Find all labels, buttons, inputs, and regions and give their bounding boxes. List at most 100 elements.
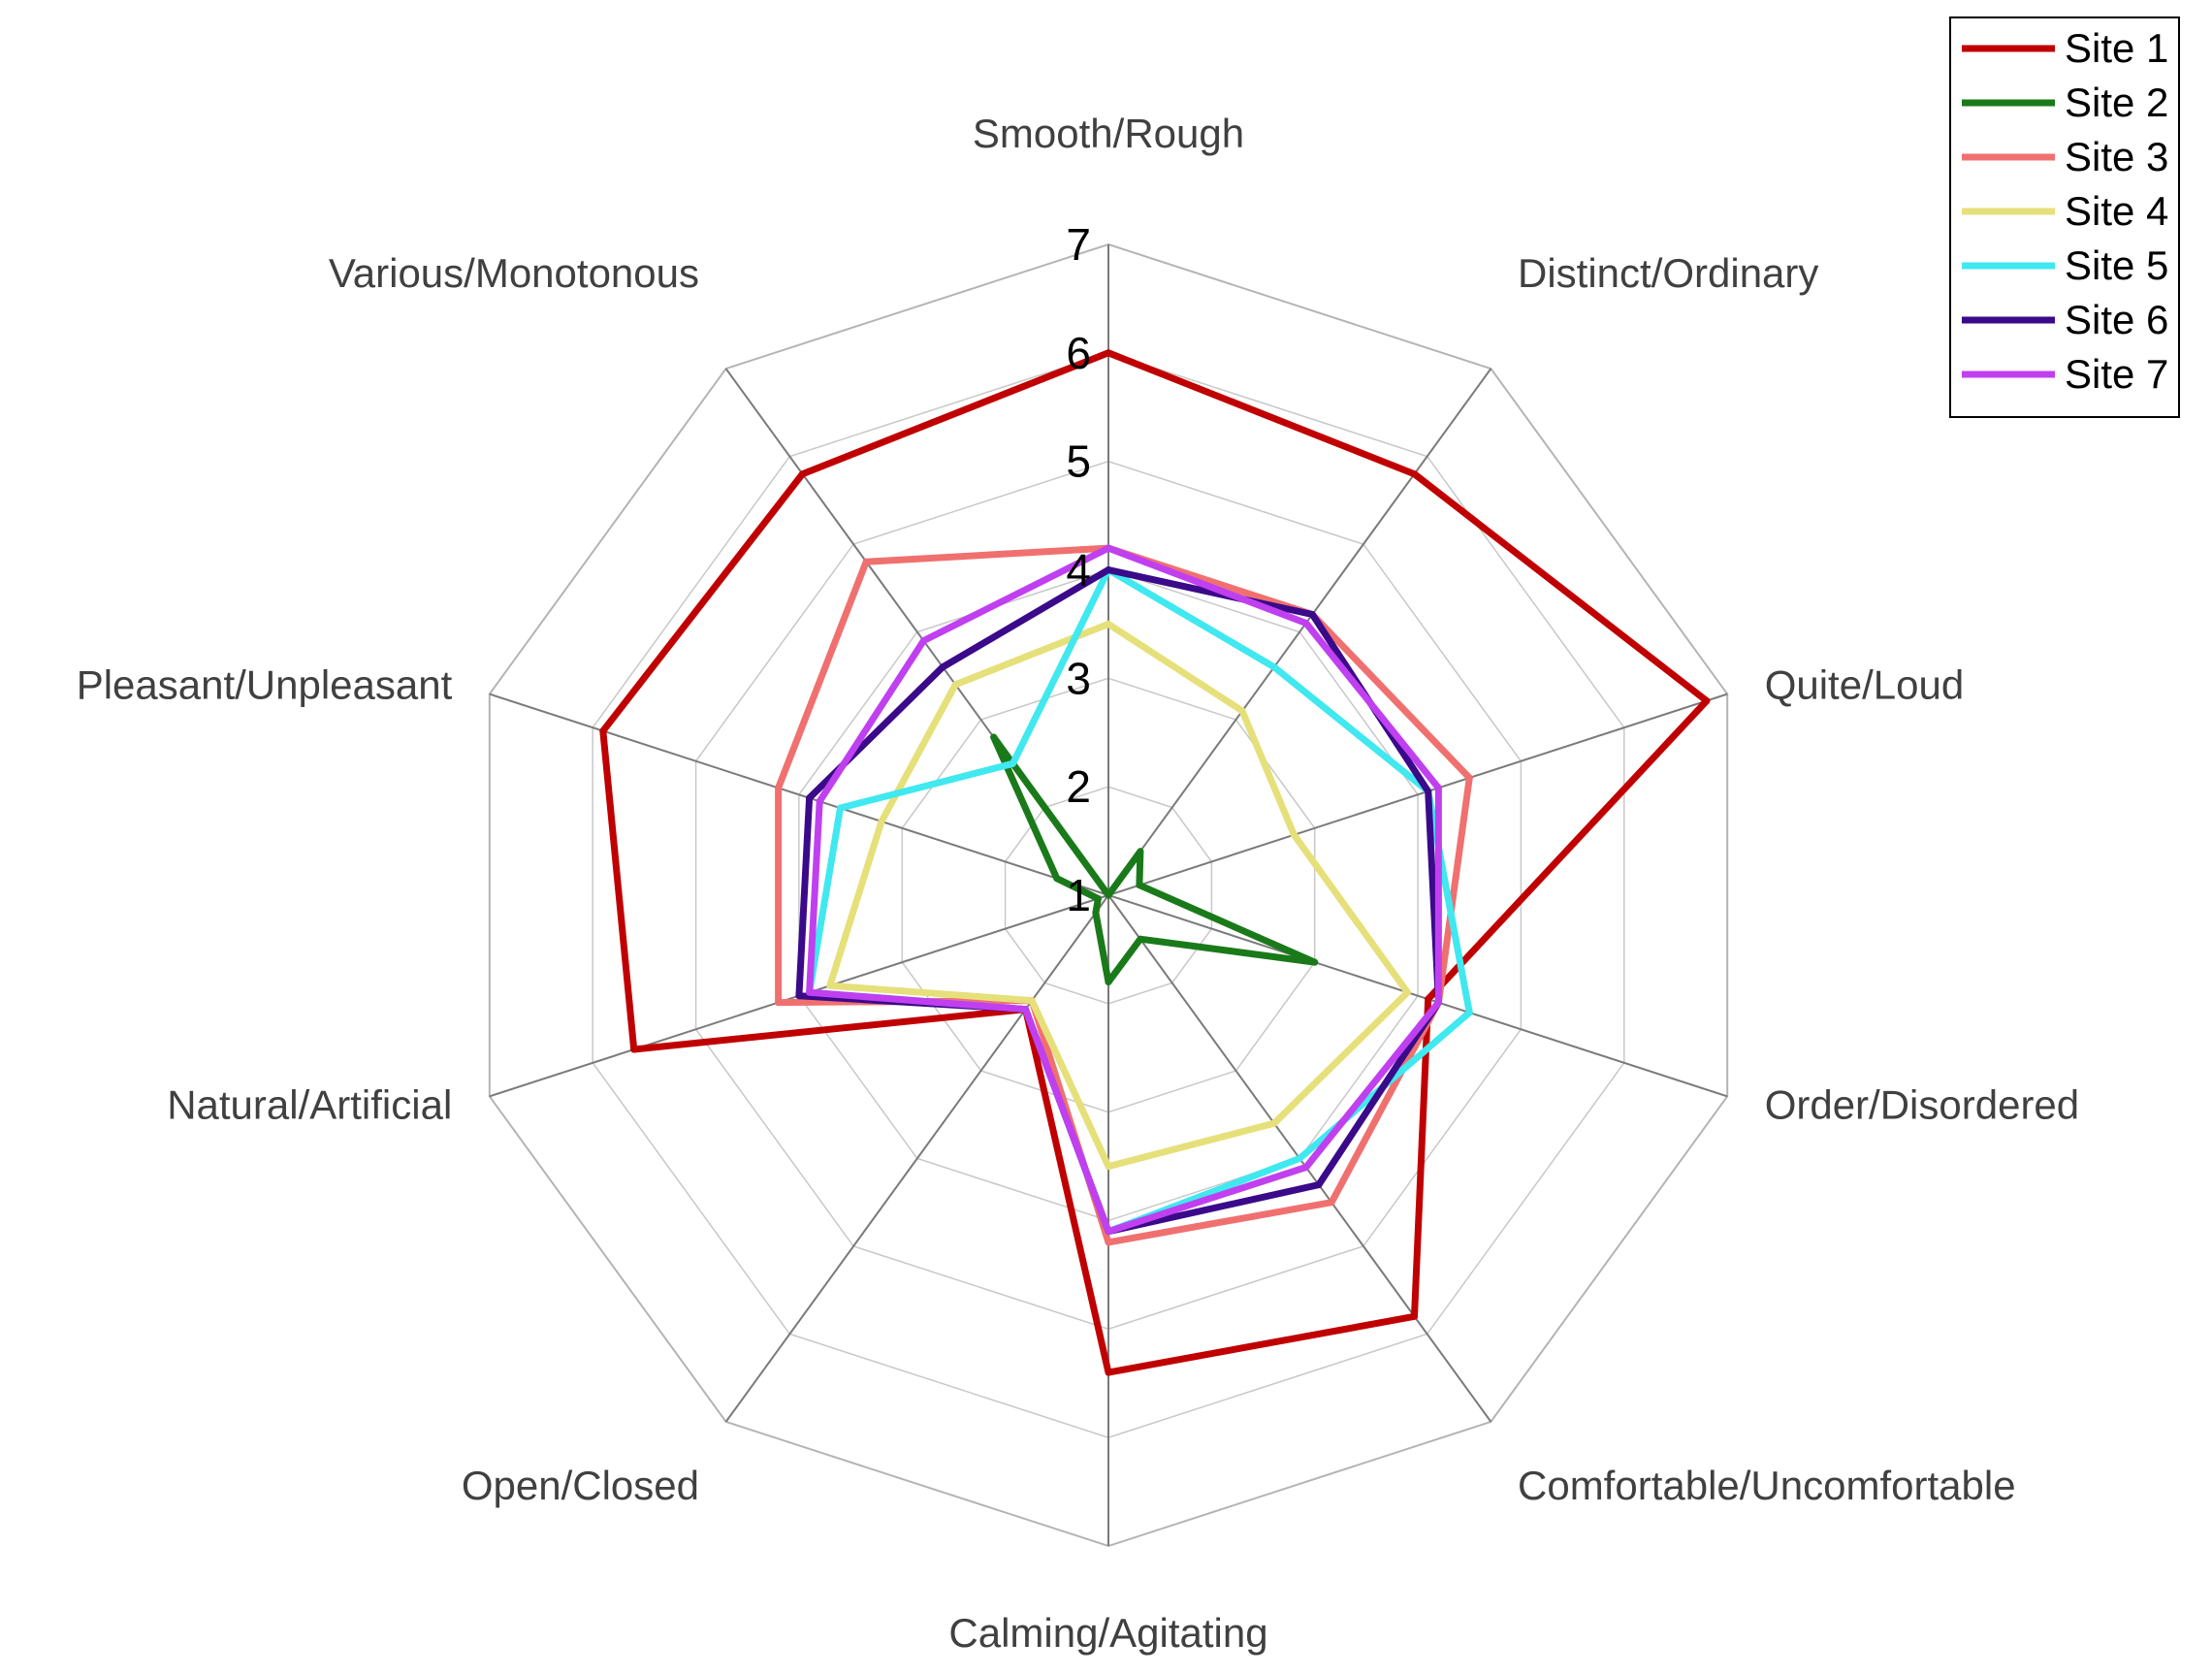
data-point [1053,875,1061,883]
data-point [1270,663,1278,671]
legend-label: Site 4 [2065,188,2168,234]
data-point [1022,1006,1029,1014]
tick-label: 7 [1066,219,1091,270]
data-point [806,988,814,996]
data-point [1137,935,1144,943]
data-point [1094,895,1102,902]
axis-label: Quite/Loud [1765,661,1965,707]
data-point [1296,1154,1303,1162]
data-point [816,797,823,805]
axis-label: Pleasant/Unpleasant [77,661,453,707]
legend-item: Site 6 [1962,297,2168,342]
legend-label: Site 5 [2065,242,2168,288]
series-1 [599,349,1711,1376]
axis-label: Smooth/Rough [973,111,1244,156]
tick-label: 5 [1066,436,1091,487]
data-point [951,681,959,689]
spoke-4 [1107,894,1728,1098]
data-point [1105,979,1112,985]
data-point [775,999,783,1007]
series-line [775,544,1473,1246]
spoke-9 [489,693,1109,896]
legend-item: Site 2 [1962,80,2168,125]
axis-label: Comfortable/Uncomfortable [1518,1463,2016,1508]
tick-label: 2 [1066,761,1091,812]
data-point [1105,1163,1112,1171]
legend-item: Site 7 [1962,351,2168,397]
data-point [1105,1228,1112,1236]
axis-label: Distinct/Ordinary [1518,250,1818,296]
data-point [1105,1369,1112,1376]
data-point [1137,848,1144,855]
tick-label: 3 [1066,653,1091,703]
data-point [939,663,946,671]
data-point [1105,566,1112,573]
legend-item: Site 4 [1962,188,2168,234]
legend-label: Site 2 [2065,80,2168,125]
data-point [1136,882,1143,889]
data-point [919,637,927,645]
data-point [630,1046,638,1053]
data-point [1465,1009,1473,1016]
data-point [1105,544,1112,552]
legend-box [1949,16,2180,418]
data-point [837,804,844,812]
data-point [795,992,803,1000]
data-point [1434,784,1442,791]
axis-label: Calming/Agitating [948,1610,1267,1656]
tick-label: 6 [1066,328,1091,378]
data-point [1105,1239,1112,1246]
data-point [1425,995,1432,1003]
axis-labels: Smooth/Rough Distinct/Ordinary Quite/Loud O… [77,111,2079,1656]
data-point [1411,470,1418,478]
series-2 [990,733,1319,985]
tick-label: 1 [1066,870,1091,920]
tick-label: 4 [1066,545,1091,596]
data-point [1434,999,1442,1007]
data-point [1105,620,1112,628]
legend-label: Site 6 [2065,297,2168,342]
data-point [1302,1164,1310,1171]
data-point [1315,1181,1323,1189]
data-point [1105,349,1112,357]
data-point [990,733,998,741]
legend-label: Site 3 [2065,134,2168,179]
legend-item: Site 3 [1962,134,2168,179]
data-point [1703,697,1711,705]
data-point [775,784,783,791]
legend: Site 1 Site 2 Site 3 Site 4 Site 5 Site 6 Site… [1949,16,2180,418]
data-point [1105,891,1112,899]
legend-label: Site 1 [2065,25,2168,71]
spoke-3 [1107,693,1728,896]
data-point [826,982,834,989]
data-point [1092,909,1100,917]
axis-label: Various/Monotonous [329,250,699,296]
spoke-7 [724,894,1109,1423]
legend-label: Site 7 [2065,351,2168,397]
data-point [878,818,885,825]
spoke-2 [1107,368,1492,896]
axis-label: Open/Closed [462,1463,699,1508]
data-point [1009,759,1016,767]
radar-series [599,349,1711,1376]
axis-label: Natural/Artificial [167,1082,452,1128]
data-point [1311,958,1319,966]
data-point [1411,1312,1418,1320]
data-point [799,470,806,478]
legend-item: Site 1 [1962,25,2168,71]
series-3 [775,544,1473,1246]
data-point [1238,707,1246,715]
data-point [1302,620,1310,627]
series-7 [806,544,1442,1236]
legend-item: Site 5 [1962,242,2168,288]
radial-tick-labels: 1 2 3 4 5 6 7 [1066,219,1091,920]
data-point [806,794,814,802]
data-point [1425,788,1432,795]
series-4 [826,620,1411,1171]
data-point [1290,831,1298,839]
data-point [1270,1119,1278,1127]
data-point [1328,1199,1335,1207]
data-point [599,727,607,735]
data-point [1308,611,1316,618]
